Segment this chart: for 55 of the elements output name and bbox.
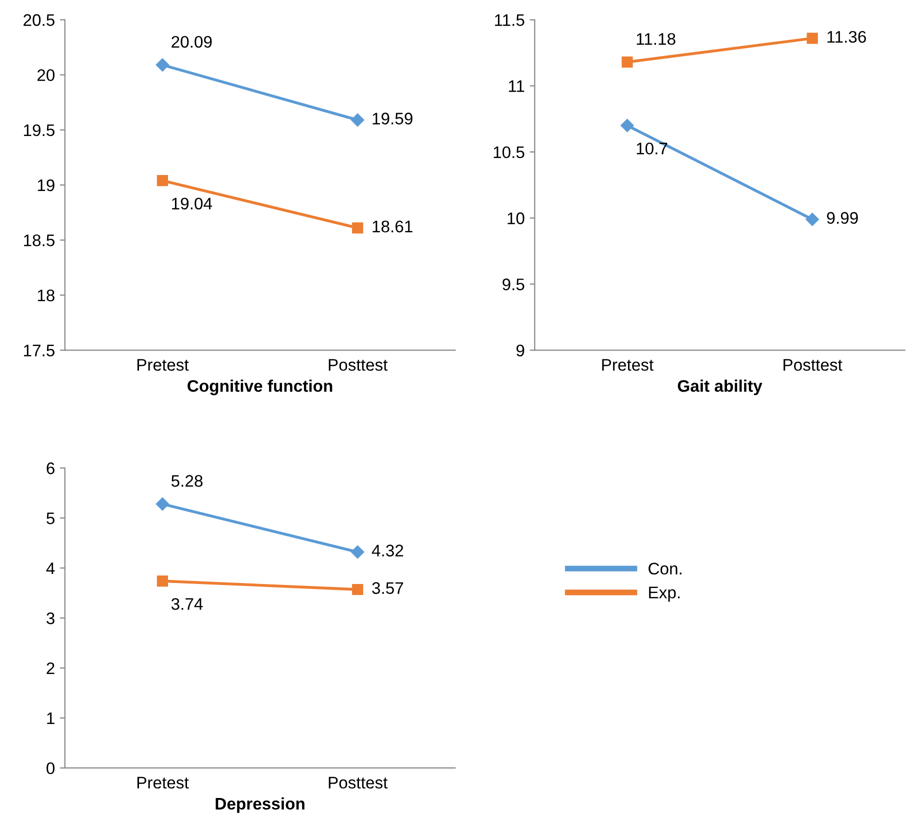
y-tick-label: 18.5 [24,234,54,246]
y-tick-label: 9 [516,344,524,356]
y-tick-label: 6 [46,462,54,474]
x-tick-label: Posttest [328,776,388,789]
y-tick-label: 19 [38,179,54,192]
data-label: 19.04 [172,198,212,210]
y-tick-label: 1 [47,712,54,724]
point [806,32,818,44]
y-tick-label: 18 [38,290,54,302]
y-tick-label: 10 [508,212,524,224]
x-tick-label: Pretest [137,776,189,789]
point [352,222,364,234]
y-tick-label: 0 [46,762,55,774]
data-label: 18.61 [372,220,412,232]
point [806,212,819,226]
data-label: 20.09 [172,36,212,48]
x-tick-label: Posttest [784,359,842,371]
y-tick-label: 9.5 [502,278,524,290]
x-tick-label: Pretest [602,359,654,371]
point [620,118,634,132]
x-axis-title: Gait ability [678,380,762,396]
data-label: 3.57 [372,582,404,594]
x-axis-title: Depression [216,797,304,813]
point [352,584,364,596]
data-label: 11.18 [636,33,676,45]
data-label: 10.7 [636,142,668,154]
y-tick-label: 17.5 [24,344,54,356]
point [156,175,168,186]
x-axis-title: Cognitive function [188,380,332,396]
legend-label: Con. [648,562,682,575]
y-tick-label: 2 [46,662,54,674]
point [156,497,170,511]
y-tick-label: 20 [37,69,55,82]
point [351,113,364,127]
y-tick-label: 5 [46,512,54,524]
y-tick-label: 10.5 [494,146,524,158]
y-tick-label: 11 [508,80,524,92]
legend-label: Exp. [649,586,680,602]
data-label: 5.28 [171,475,203,487]
data-label: 11.36 [827,30,866,43]
y-tick-label: 3 [46,612,54,624]
y-tick-label: 11.5 [495,14,524,26]
data-label: 19.59 [372,112,412,124]
y-tick-label: 19.5 [24,124,54,136]
x-tick-label: Pretest [137,359,189,371]
point [622,56,633,68]
point [351,545,364,559]
data-label: 4.32 [372,544,404,556]
point [156,575,168,587]
data-label: 9.99 [826,212,858,224]
data-label: 3.74 [171,598,203,610]
y-tick-label: 4 [46,562,55,574]
point [156,58,170,72]
y-tick-label: 20.5 [24,14,54,26]
x-tick-label: Posttest [328,359,388,371]
